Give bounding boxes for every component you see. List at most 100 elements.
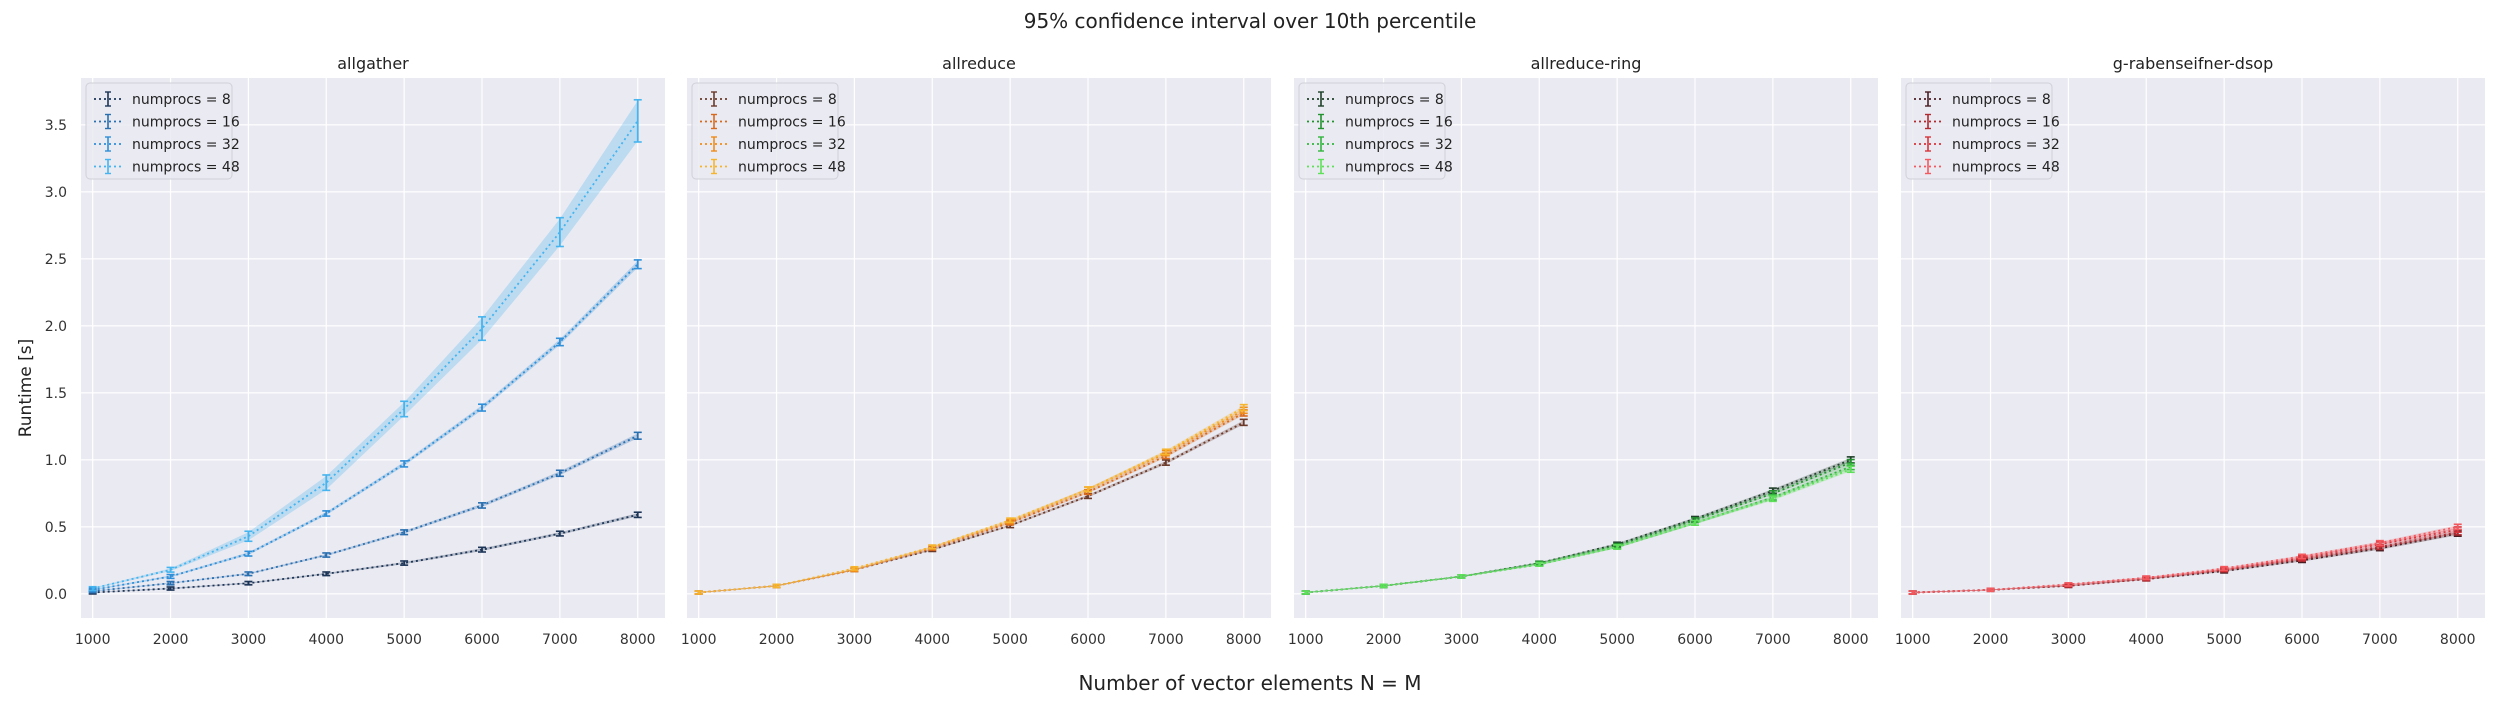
legend-item: numprocs = 32 bbox=[700, 136, 846, 153]
series-line bbox=[92, 434, 639, 593]
error-bar bbox=[928, 544, 937, 550]
series-1 bbox=[88, 511, 642, 595]
x-tick-label: 6000 bbox=[464, 632, 500, 648]
legend-item: numprocs = 16 bbox=[1307, 113, 1453, 131]
error-bar bbox=[2142, 575, 2151, 581]
x-tick-label: 5000 bbox=[386, 632, 422, 648]
figure-title: 95% confidence interval over 10th percen… bbox=[1024, 9, 1477, 33]
error-bar bbox=[633, 98, 642, 143]
x-tick-label: 8000 bbox=[1833, 632, 1869, 648]
x-tick-label: 1000 bbox=[75, 632, 111, 648]
legend-label: numprocs = 32 bbox=[132, 137, 240, 153]
error-bar bbox=[2298, 553, 2307, 560]
error-bar bbox=[400, 529, 409, 536]
error-bar bbox=[555, 216, 564, 248]
x-tick-label: 4000 bbox=[2128, 632, 2164, 648]
legend: numprocs = 8 numprocs = 16 numprocs = 32 nu… bbox=[85, 82, 240, 180]
y-tick-label: 1.5 bbox=[45, 386, 67, 402]
series-3 bbox=[88, 259, 642, 593]
legend-label: numprocs = 32 bbox=[738, 137, 846, 153]
grid bbox=[1901, 78, 2485, 618]
legend-label: numprocs = 48 bbox=[1345, 160, 1453, 176]
x-tick-label: 3000 bbox=[231, 632, 267, 648]
series-line bbox=[92, 263, 639, 591]
legend-item: numprocs = 16 bbox=[1914, 113, 2060, 131]
x-tick-label: 3000 bbox=[2051, 632, 2087, 648]
error-bar bbox=[478, 316, 487, 342]
legend-label: numprocs = 8 bbox=[132, 92, 231, 108]
legend-item: numprocs = 48 bbox=[700, 158, 846, 176]
error-bar bbox=[1691, 519, 1700, 527]
series-line bbox=[1912, 526, 2458, 594]
error-bar bbox=[244, 550, 253, 557]
error-bar bbox=[1239, 418, 1248, 427]
series-line bbox=[92, 513, 638, 594]
error-bar bbox=[244, 571, 253, 577]
legend-item: numprocs = 16 bbox=[700, 113, 846, 131]
error-bar bbox=[1239, 403, 1248, 412]
legend-label: numprocs = 32 bbox=[1952, 137, 2060, 153]
subplots: 1000 2000 3000 4000 5000 6000 7000 8000 0.0 0.5 1.… bbox=[45, 54, 2485, 648]
series-4 bbox=[694, 403, 1248, 595]
legend-item: numprocs = 48 bbox=[1307, 158, 1453, 176]
x-axis-label: Number of vector elements N = M bbox=[1078, 671, 1421, 695]
legend-label: numprocs = 32 bbox=[1345, 137, 1453, 153]
x-tick-label: 5000 bbox=[992, 632, 1028, 648]
series-4 bbox=[88, 98, 642, 592]
x-tick-label: 2000 bbox=[759, 632, 795, 648]
x-tick-label: 1000 bbox=[1895, 632, 1931, 648]
legend-item: numprocs = 48 bbox=[1914, 158, 2060, 176]
error-bar bbox=[322, 510, 331, 517]
y-tick-label: 3.0 bbox=[45, 185, 67, 201]
subplot-2: 1000 2000 3000 4000 5000 6000 7000 8000 allreduc… bbox=[681, 54, 1271, 648]
y-tick-label: 1.0 bbox=[45, 453, 67, 469]
error-bar bbox=[772, 583, 781, 589]
x-tick-label: 2000 bbox=[1366, 632, 1402, 648]
error-bar bbox=[1301, 590, 1310, 595]
subplot-title: g-rabenseifner-dsop bbox=[2113, 54, 2273, 73]
error-bar bbox=[1986, 587, 1995, 593]
legend-label: numprocs = 16 bbox=[132, 115, 240, 131]
series-line bbox=[698, 406, 1245, 594]
error-bar bbox=[244, 580, 253, 586]
subplot-title: allgather bbox=[337, 54, 409, 73]
subplot-title: allreduce-ring bbox=[1531, 54, 1642, 73]
error-bar bbox=[166, 573, 175, 580]
x-tick-label: 1000 bbox=[1288, 632, 1324, 648]
error-bar bbox=[1161, 459, 1170, 466]
legend: numprocs = 8 numprocs = 16 numprocs = 32 nu… bbox=[1905, 82, 2060, 180]
legend-box bbox=[1905, 82, 2053, 180]
error-bar bbox=[2453, 523, 2462, 531]
x-tick-label: 7000 bbox=[1755, 632, 1791, 648]
grid bbox=[81, 78, 665, 618]
error-bar bbox=[850, 565, 859, 571]
x-tick-label: 8000 bbox=[1226, 632, 1262, 648]
error-bar bbox=[478, 546, 487, 553]
legend-label: numprocs = 48 bbox=[132, 160, 240, 176]
x-tick-label: 3000 bbox=[1444, 632, 1480, 648]
error-bar bbox=[555, 337, 564, 347]
y-tick-label: 3.5 bbox=[45, 118, 67, 134]
error-bar bbox=[244, 530, 253, 543]
series-4 bbox=[1301, 465, 1855, 595]
legend-box bbox=[1298, 82, 1446, 180]
error-bar bbox=[633, 431, 642, 440]
legend-item: numprocs = 8 bbox=[1914, 91, 2051, 108]
error-bar bbox=[88, 585, 97, 592]
legend: numprocs = 8 numprocs = 16 numprocs = 32 nu… bbox=[691, 82, 846, 180]
x-tick-label: 2000 bbox=[153, 632, 189, 648]
x-tick-label: 4000 bbox=[308, 632, 344, 648]
x-tick-label: 6000 bbox=[1677, 632, 1713, 648]
error-bar bbox=[400, 460, 409, 468]
legend-item: numprocs = 8 bbox=[94, 91, 231, 108]
y-tick-label: 0.5 bbox=[45, 520, 67, 536]
error-bar bbox=[633, 511, 642, 519]
x-tick-label: 1000 bbox=[681, 632, 717, 648]
legend-label: numprocs = 8 bbox=[1345, 92, 1444, 108]
series-line bbox=[1305, 468, 1852, 594]
legend-label: numprocs = 8 bbox=[1952, 92, 2051, 108]
error-bar bbox=[166, 586, 175, 591]
legend-label: numprocs = 48 bbox=[1952, 160, 2060, 176]
